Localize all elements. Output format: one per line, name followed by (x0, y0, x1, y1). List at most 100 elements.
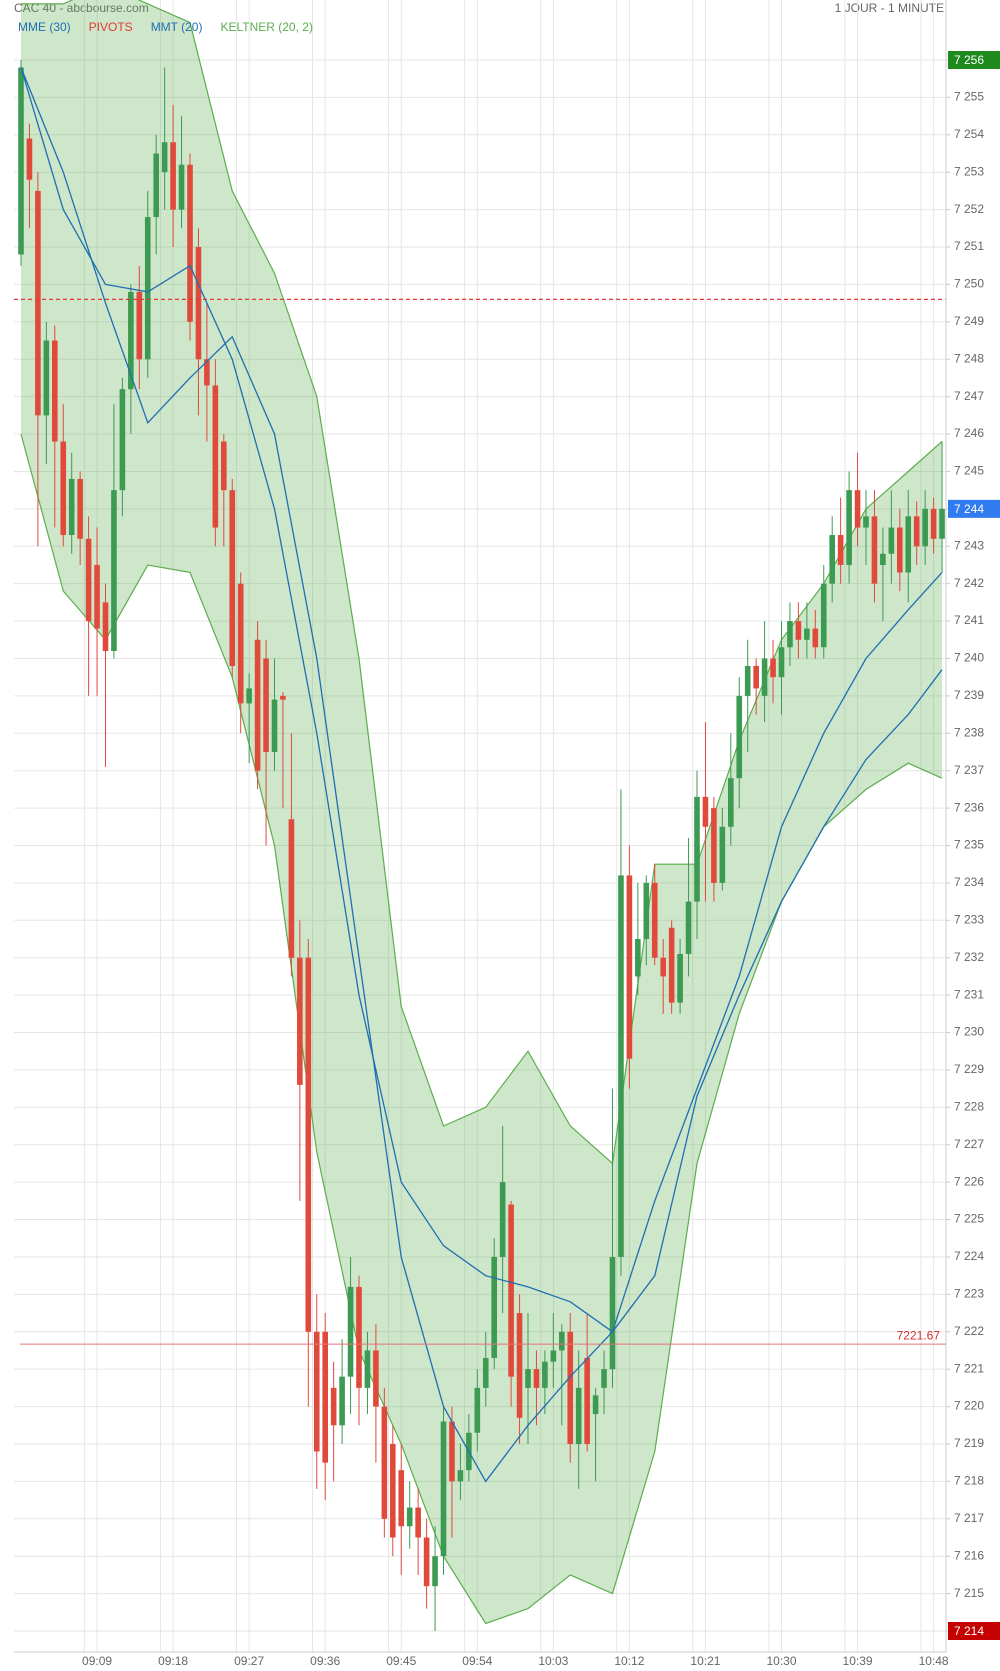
candle-body (161, 142, 168, 173)
candle-body (398, 1470, 405, 1527)
chart-title: CAC 40 - abcbourse.com (14, 1, 149, 15)
candle-body (381, 1406, 388, 1519)
y-tick-label: 7 235 (954, 838, 984, 852)
y-tick-label: 7 243 (954, 538, 984, 552)
candle-body (559, 1331, 565, 1351)
reference-label: 7221.67 (897, 1328, 941, 1342)
candle-body (542, 1361, 548, 1388)
candle-body (812, 628, 819, 648)
y-tick-label: 7 231 (954, 987, 984, 1001)
candle-body (330, 1387, 337, 1426)
candle-body (254, 639, 261, 771)
candle-body (347, 1286, 354, 1377)
x-tick-label: 09:18 (158, 1654, 188, 1668)
y-tick-label: 7 222 (954, 1324, 984, 1338)
line-layer (14, 67, 946, 1483)
y-tick-label: 7 223 (954, 1287, 984, 1301)
y-tick-label: 7 251 (954, 239, 984, 253)
y-tick-label: 7 227 (954, 1137, 984, 1151)
x-tick-label: 10:03 (538, 1654, 568, 1668)
candle-body (94, 564, 100, 629)
candle-body (618, 875, 624, 1257)
x-tick-label: 09:36 (310, 1654, 340, 1668)
y-tick-label: 7 249 (954, 314, 984, 328)
candle-body (795, 621, 802, 640)
candle-body (804, 628, 810, 640)
candle-body (102, 602, 109, 651)
y-tick-label: 7 221 (954, 1361, 984, 1375)
candle-body (271, 699, 278, 752)
candle-body (635, 939, 641, 977)
candle-body (449, 1421, 455, 1482)
y-tick-label: 7 250 (954, 277, 984, 291)
candle-body (567, 1331, 574, 1444)
y-tick-label: 7 220 (954, 1399, 984, 1413)
candle-body (373, 1350, 379, 1407)
candle-body (237, 583, 244, 704)
candle-body (609, 1256, 616, 1370)
y-tick-label: 7 241 (954, 613, 984, 627)
y-tick-label: 7 248 (954, 351, 984, 365)
candle-body (229, 490, 236, 666)
candle-body (516, 1313, 523, 1418)
legend-item: KELTNER (20, 2) (220, 20, 312, 34)
candle-body (584, 1357, 590, 1444)
candle-body (204, 359, 210, 386)
y-tick-label: 7 226 (954, 1174, 984, 1188)
price-tag (948, 499, 1000, 518)
candle-body (702, 796, 709, 827)
band-layer (20, 0, 943, 1625)
y-tick-label: 7 219 (954, 1436, 984, 1450)
keltner-upper (21, 0, 943, 1165)
y-tick-label: 7 239 (954, 688, 984, 702)
candle-body (178, 164, 185, 210)
candle-body (390, 1443, 396, 1538)
candle-body (711, 808, 717, 883)
candle-body (660, 957, 666, 977)
y-tick-label: 7 229 (954, 1062, 984, 1076)
price-tag (948, 1622, 1000, 1640)
keltner-band (21, 0, 942, 1624)
candle-body (440, 1421, 447, 1557)
candle-body (195, 247, 202, 360)
moving-average (20, 67, 943, 1483)
candle-body (68, 478, 75, 536)
candle-body (305, 957, 312, 1332)
candle-body (753, 665, 759, 689)
y-tick-label: 7 247 (954, 389, 984, 403)
candle-body (43, 340, 50, 416)
legend-item: MME (30) (18, 20, 71, 34)
y-tick-label: 7 253 (954, 164, 984, 178)
candle-body (871, 516, 878, 584)
candle-body (246, 688, 252, 704)
candle-body (136, 291, 143, 360)
candle-body (212, 385, 219, 528)
candle-body (677, 953, 683, 1003)
legend-item: MMT (20) (151, 20, 203, 34)
candle-body (854, 490, 861, 528)
y-tick-label: 7 238 (954, 725, 984, 739)
candle-body (880, 553, 886, 565)
y-tick-label: 7 233 (954, 912, 984, 926)
candle-body (119, 389, 126, 491)
candle-body (939, 508, 945, 539)
candle-body (60, 441, 67, 536)
candle-body (288, 819, 295, 958)
x-tick-label: 10:30 (766, 1654, 796, 1668)
candle-body (525, 1369, 531, 1388)
x-tick-label: 10:48 (919, 1654, 949, 1668)
candle-body (457, 1470, 464, 1482)
candle-body (787, 621, 793, 648)
y-tick-label: 7 224 (954, 1249, 984, 1263)
candle-body (846, 490, 852, 565)
candle-body (474, 1387, 481, 1433)
candle-body (263, 658, 269, 752)
x-tick-label: 10:12 (614, 1654, 644, 1668)
y-tick-label: 7 240 (954, 651, 984, 665)
y-tick-label: 7 230 (954, 1025, 984, 1039)
y-tick-label: 7 232 (954, 950, 984, 964)
candle-body (339, 1376, 345, 1426)
candle-body (18, 67, 24, 255)
candle-body (482, 1357, 489, 1388)
